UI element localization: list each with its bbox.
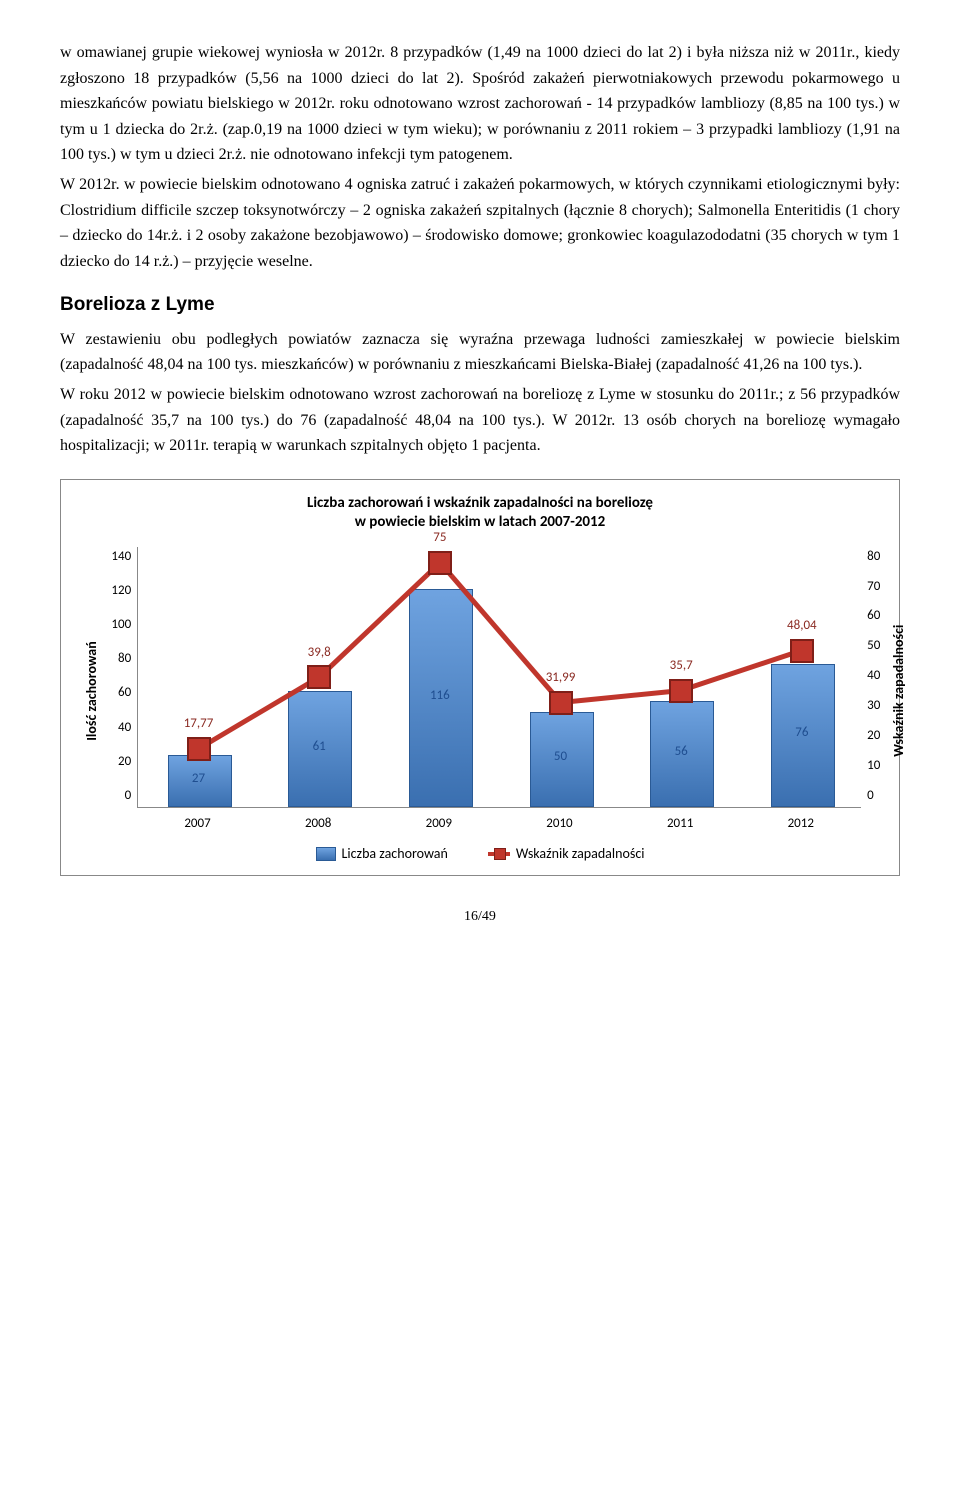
x-tick: 2008 — [258, 814, 379, 835]
y-axis-left-ticks: 140 120 100 80 60 40 20 0 — [105, 547, 137, 807]
x-axis-ticks: 200720082009201020112012 — [137, 814, 861, 835]
section-heading: Borelioza z Lyme — [60, 290, 900, 320]
y-tick: 140 — [111, 547, 131, 568]
chart-marker-label: 75 — [433, 528, 446, 549]
chart-bar-label: 76 — [771, 723, 833, 744]
x-tick: 2012 — [740, 814, 861, 835]
chart-plot: 276111650567617,7739,87531,9935,748,04 — [137, 547, 861, 808]
chart-bar-label: 61 — [288, 737, 350, 758]
x-tick: 2010 — [499, 814, 620, 835]
body-paragraph: w omawianej grupie wiekowej wyniosła w 2… — [60, 40, 900, 168]
legend-label: Wskaźnik zapadalności — [516, 843, 645, 865]
y-tick: 30 — [867, 696, 880, 717]
y-tick: 20 — [111, 752, 131, 773]
y-tick: 40 — [111, 718, 131, 739]
y-tick: 120 — [111, 581, 131, 602]
x-tick: 2011 — [620, 814, 741, 835]
y-tick: 80 — [111, 649, 131, 670]
chart-marker-label: 17,77 — [184, 714, 214, 735]
chart-area: Ilość zachorowań 140120100806040200 2761… — [79, 547, 881, 835]
legend-item-bar: Liczba zachorowań — [316, 843, 448, 865]
chart-marker — [428, 551, 452, 575]
y-tick: 50 — [867, 636, 880, 657]
chart-title: Liczba zachorowań i wskaźnik zapadalnośc… — [79, 494, 881, 533]
chart-bar-label: 50 — [530, 747, 592, 768]
y-tick: 100 — [111, 615, 131, 636]
legend-swatch-bar — [316, 847, 336, 861]
chart-marker-label: 39,8 — [308, 643, 331, 664]
y-axis-right-label: Wskaźnik zapadalności — [886, 547, 912, 835]
chart-title-line: Liczba zachorowań i wskaźnik zapadalnośc… — [307, 494, 653, 512]
body-paragraph: W 2012r. w powiecie bielskim odnotowano … — [60, 172, 900, 274]
x-tick: 2007 — [137, 814, 258, 835]
y-tick: 80 — [867, 547, 880, 568]
y-tick: 70 — [867, 577, 880, 598]
legend-item-line: Wskaźnik zapadalności — [488, 843, 645, 865]
chart-bar-label: 116 — [409, 686, 471, 707]
x-tick: 2009 — [378, 814, 499, 835]
y-tick: 0 — [111, 786, 131, 807]
body-paragraph: W roku 2012 w powiecie bielskim odnotowa… — [60, 382, 900, 459]
y-tick: 20 — [867, 726, 880, 747]
chart-marker-label: 48,04 — [787, 616, 817, 637]
chart-legend: Liczba zachorowań Wskaźnik zapadalności — [79, 843, 881, 865]
page-number: 16/49 — [60, 906, 900, 928]
legend-swatch-line — [488, 852, 510, 856]
chart-marker-label: 35,7 — [670, 656, 693, 677]
y-tick: 40 — [867, 666, 880, 687]
y-tick: 0 — [867, 786, 880, 807]
legend-label: Liczba zachorowań — [342, 843, 448, 865]
chart-title-line: w powiecie bielskim w latach 2007-2012 — [355, 513, 606, 531]
chart-marker — [307, 665, 331, 689]
body-paragraph: W zestawieniu obu podległych powiatów za… — [60, 327, 900, 378]
y-tick: 60 — [111, 683, 131, 704]
y-axis-right-ticks: 80 70 60 50 40 30 20 10 0 — [861, 547, 886, 807]
chart-bar-label: 56 — [650, 742, 712, 763]
chart-container: Liczba zachorowań i wskaźnik zapadalnośc… — [60, 479, 900, 876]
chart-marker — [549, 691, 573, 715]
y-axis-left-label: Ilość zachorowań — [79, 547, 105, 835]
chart-marker — [790, 639, 814, 663]
chart-marker-label: 31,99 — [546, 668, 576, 689]
y-tick: 60 — [867, 606, 880, 627]
y-tick: 10 — [867, 756, 880, 777]
chart-bar-label: 27 — [168, 769, 230, 790]
chart-marker — [187, 737, 211, 761]
chart-marker — [669, 679, 693, 703]
